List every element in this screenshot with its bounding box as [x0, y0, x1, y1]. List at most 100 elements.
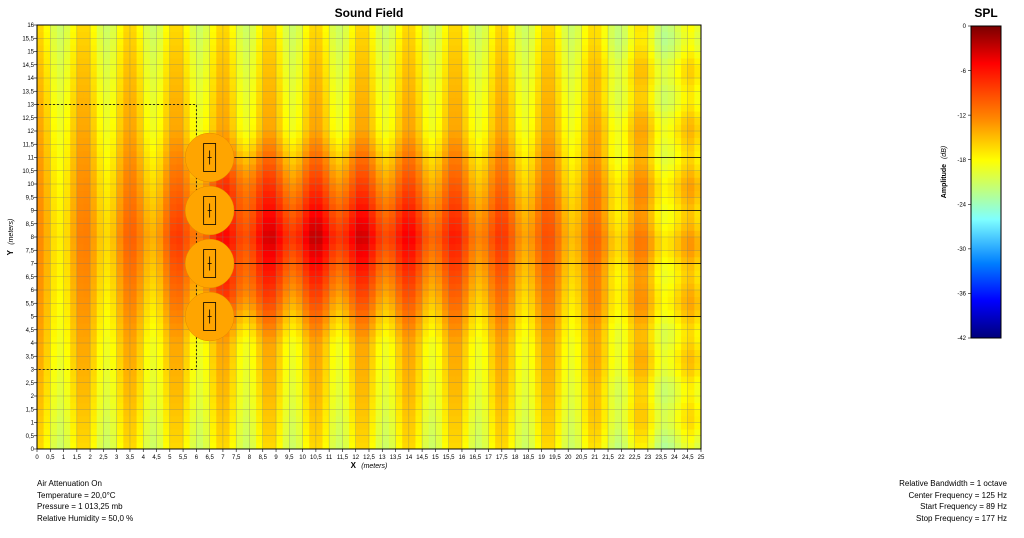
heatmap-cell [70, 369, 78, 377]
heatmap-cell [362, 343, 370, 351]
heatmap-cell [448, 190, 456, 198]
heatmap-cell [501, 150, 509, 158]
heatmap-cell [382, 111, 390, 119]
heatmap-cell [375, 230, 383, 238]
heatmap-cell [395, 349, 403, 357]
heatmap-cell [475, 442, 483, 449]
heatmap-cell [63, 303, 71, 311]
heatmap-cell [269, 197, 277, 205]
heatmap-cell [448, 170, 456, 178]
heatmap-cell [461, 230, 469, 238]
heatmap-cell [448, 409, 456, 417]
heatmap-cell [535, 38, 543, 46]
heatmap-cell [236, 389, 244, 397]
heatmap-cell [395, 429, 403, 437]
heatmap-cell [315, 150, 323, 158]
heatmap-cell [143, 203, 151, 211]
heatmap-cell [63, 197, 71, 205]
heatmap-cell [282, 131, 290, 139]
heatmap-cell [481, 382, 489, 390]
heatmap-cell [501, 111, 509, 119]
heatmap-cell [415, 396, 423, 404]
heatmap-cell [169, 184, 177, 192]
heatmap-cell [322, 382, 330, 390]
heatmap-cell [76, 31, 84, 39]
heatmap-cell [276, 131, 284, 139]
heatmap-cell [169, 362, 177, 370]
heatmap-cell [196, 131, 204, 139]
heatmap-cell [402, 64, 410, 72]
heatmap-cell [216, 104, 224, 112]
heatmap-cell [428, 415, 436, 423]
heatmap-cell [282, 415, 290, 423]
heatmap-cell [395, 382, 403, 390]
heatmap-cell [70, 51, 78, 59]
heatmap-cell [236, 402, 244, 410]
heatmap-cell [488, 217, 496, 225]
heatmap-cell [249, 124, 257, 132]
heatmap-cell [488, 58, 496, 66]
heatmap-cell [143, 117, 151, 125]
heatmap-cell [242, 402, 250, 410]
heatmap-cell [362, 250, 370, 258]
heatmap-cell [249, 362, 257, 370]
heatmap-cell [236, 336, 244, 344]
heatmap-cell [149, 203, 157, 211]
heatmap-cell [229, 58, 237, 66]
heatmap-cell [63, 435, 71, 443]
heatmap-cell [289, 356, 297, 364]
heatmap-cell [435, 382, 443, 390]
heatmap-cell [176, 303, 184, 311]
heatmap-cell [236, 78, 244, 86]
heatmap-cell [216, 111, 224, 119]
heatmap-cell [129, 58, 137, 66]
heatmap-cell [56, 343, 64, 351]
heatmap-cell [96, 402, 104, 410]
heatmap-cell [521, 157, 529, 165]
heatmap-cell [309, 382, 317, 390]
heatmap-cell [50, 442, 58, 449]
heatmap-cell [37, 38, 45, 46]
heatmap-cell [369, 356, 377, 364]
heatmap-cell [156, 316, 164, 324]
heatmap-cell [428, 422, 436, 430]
heatmap-cell [96, 343, 104, 351]
heatmap-cell [515, 150, 523, 158]
heatmap-cell [355, 422, 363, 430]
heatmap-cell [203, 44, 211, 52]
heatmap-cell [382, 25, 390, 33]
heatmap-cell [508, 323, 516, 331]
heatmap-cell [468, 84, 476, 92]
heatmap-cell [302, 309, 310, 317]
heatmap-cell [143, 316, 151, 324]
heatmap-cell [216, 435, 224, 443]
heatmap-cell [309, 91, 317, 99]
heatmap-cell [189, 184, 197, 192]
heatmap-cell [90, 150, 98, 158]
heatmap-cell [43, 309, 51, 317]
heatmap-cell [375, 270, 383, 278]
heatmap-cell [428, 336, 436, 344]
heatmap-cell [76, 256, 84, 264]
heatmap-cell [50, 389, 58, 397]
heatmap-cell [461, 422, 469, 430]
heatmap-cell [129, 296, 137, 304]
heatmap-cell [163, 276, 171, 284]
heatmap-cell [495, 415, 503, 423]
heatmap-cell [169, 256, 177, 264]
heatmap-cell [488, 84, 496, 92]
heatmap-cell [395, 223, 403, 231]
heatmap-cell [329, 237, 337, 245]
heatmap-cell [375, 203, 383, 211]
heatmap-cell [335, 177, 343, 185]
heatmap-cell [256, 164, 264, 172]
heatmap-cell [37, 91, 45, 99]
heatmap-cell [256, 203, 264, 211]
heatmap-cell [249, 170, 257, 178]
heatmap-cell [382, 356, 390, 364]
heatmap-cell [395, 343, 403, 351]
heatmap-cell [242, 343, 250, 351]
heatmap-cell [375, 184, 383, 192]
heatmap-cell [349, 329, 357, 337]
heatmap-cell [63, 415, 71, 423]
